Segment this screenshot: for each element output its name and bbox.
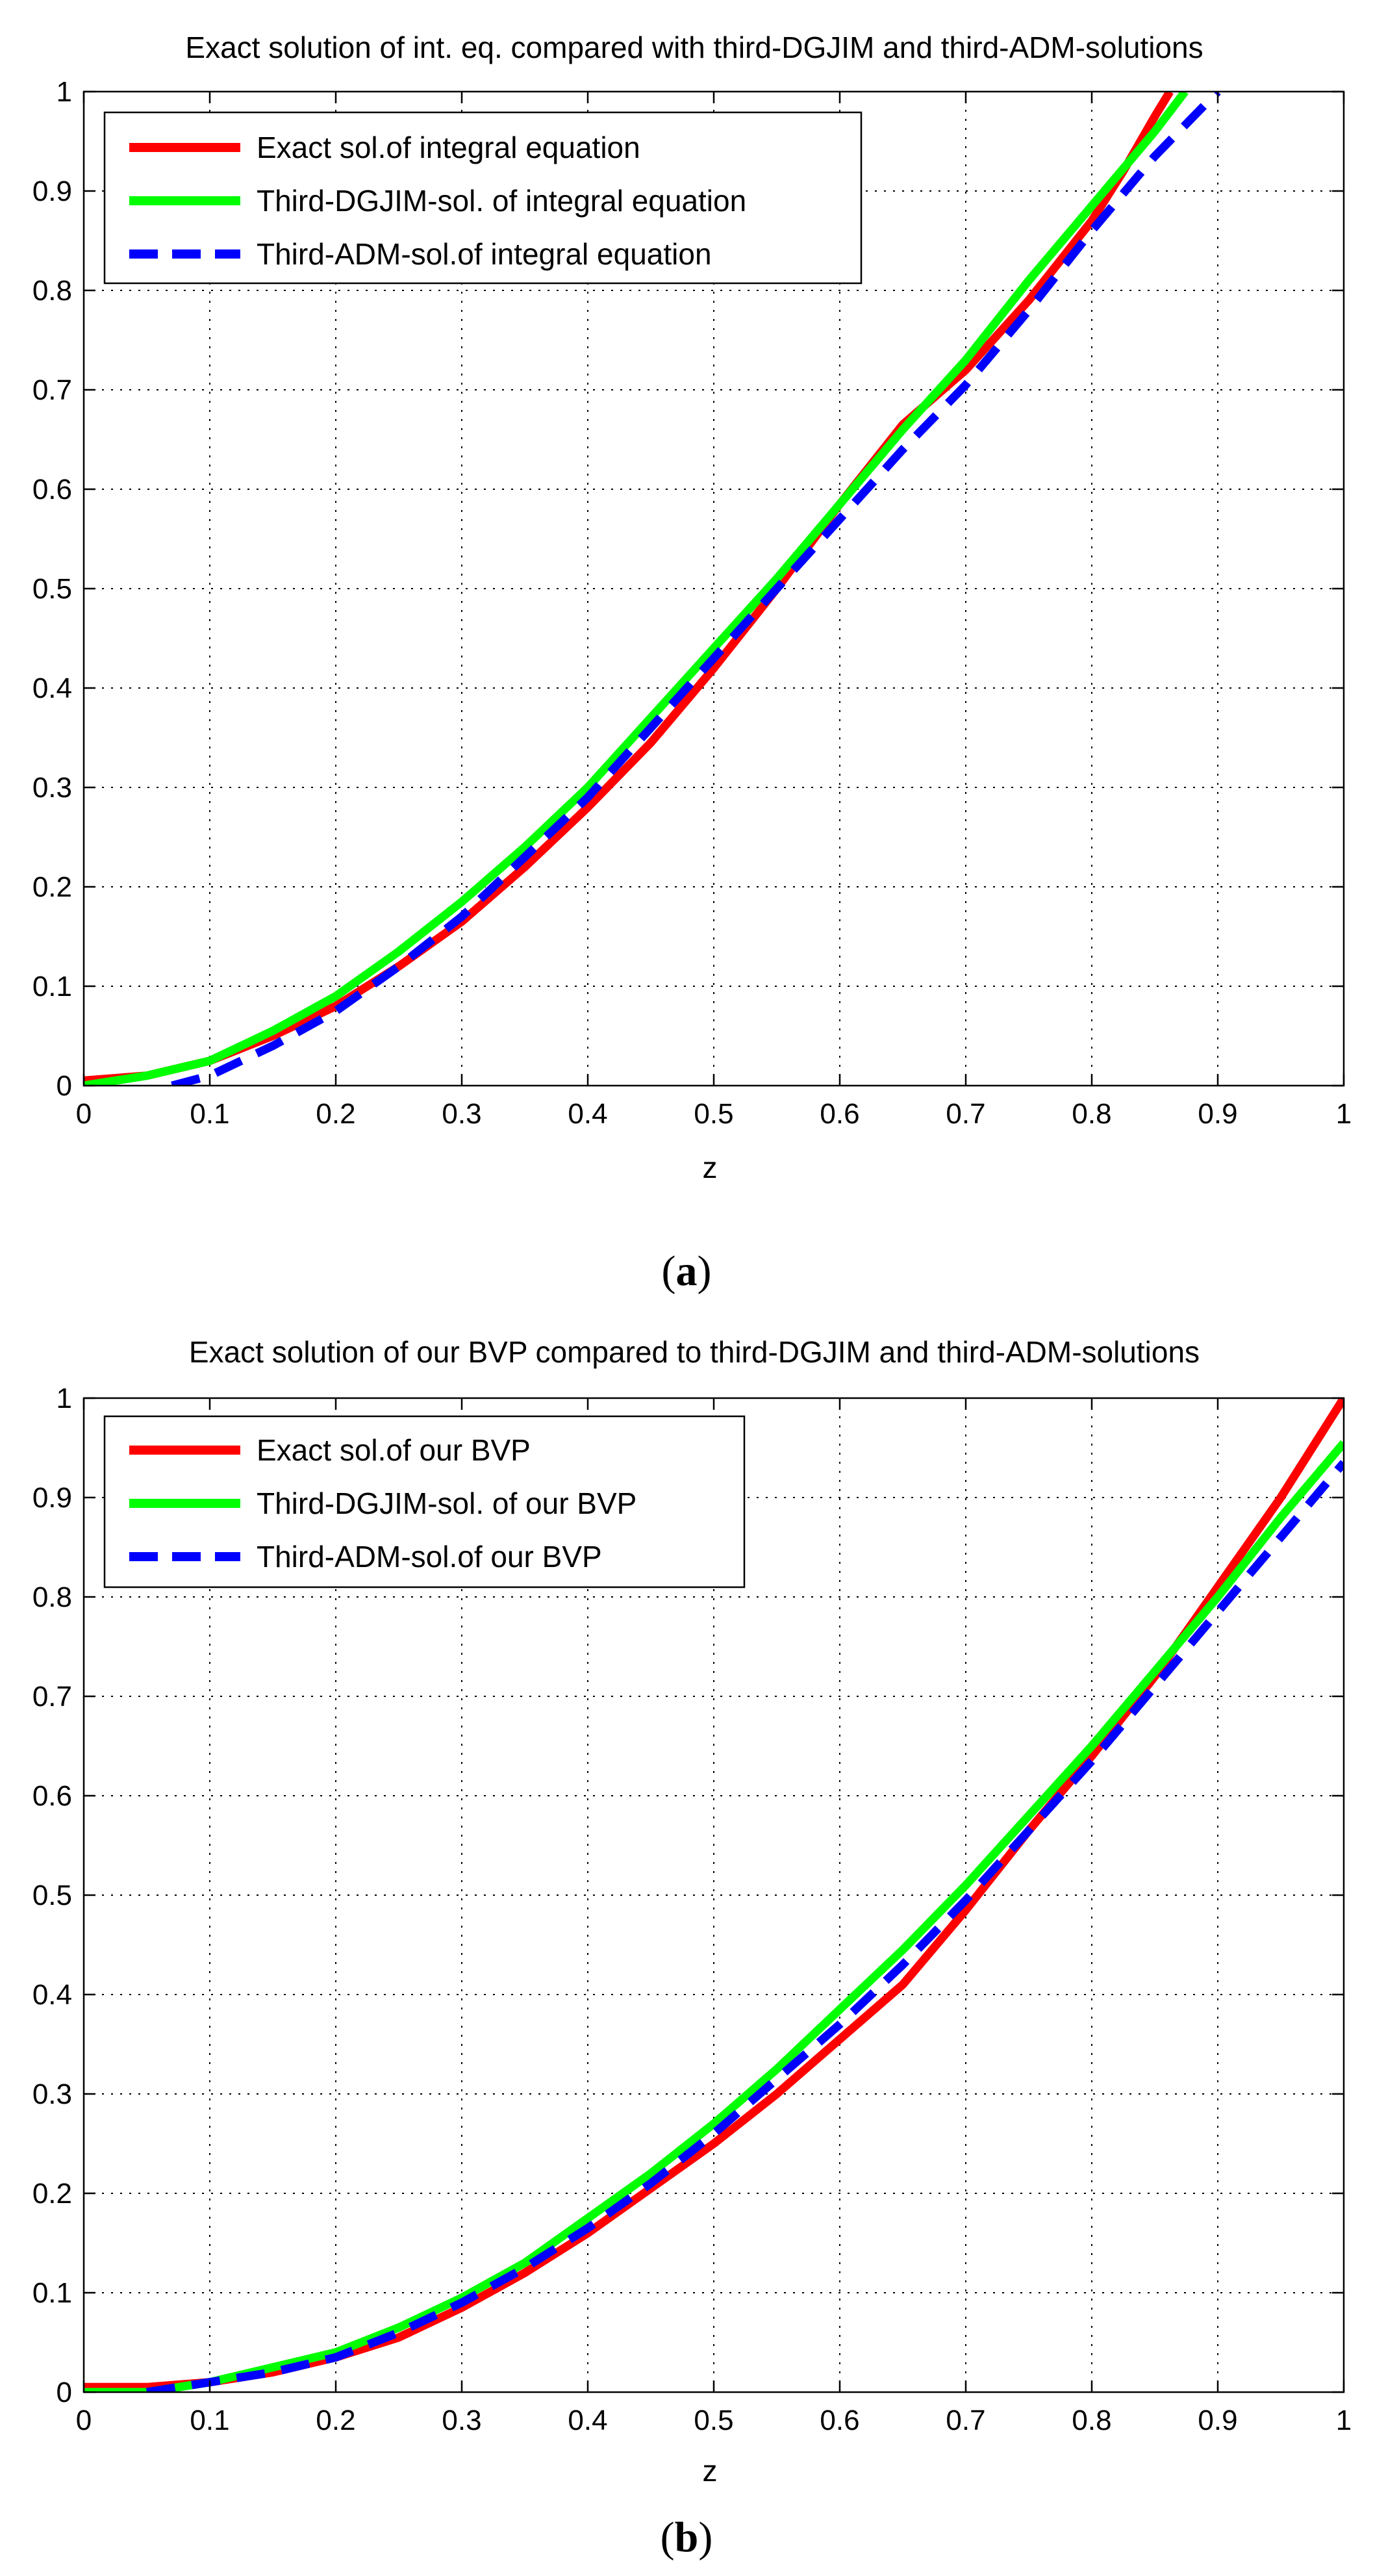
chart-title: Exact solution of int. eq. compared with… <box>185 31 1203 64</box>
x-axis-label: z <box>703 1151 718 1184</box>
x-tick-label: 0.6 <box>820 1098 859 1130</box>
x-tick-label: 0.4 <box>568 1098 607 1130</box>
y-tick-label: 0.8 <box>32 275 72 307</box>
y-tick-label: 0.7 <box>32 374 72 406</box>
y-tick-label: 0.1 <box>32 2277 72 2309</box>
x-tick-labels: 0 0.1 0.2 0.3 0.4 0.5 0.6 0.7 0.8 0.9 1 <box>76 2404 1352 2436</box>
tick-marks <box>82 90 1345 1087</box>
x-tick-label: 0.5 <box>694 1098 733 1130</box>
legend-entry-adm: Third-ADM-sol.of our BVP <box>257 1540 602 1574</box>
series-layer <box>84 1398 1344 2392</box>
x-tick-label: 0.2 <box>316 1098 355 1130</box>
y-tick-label: 0.9 <box>32 1482 72 1514</box>
series-line-dgjim <box>84 92 1189 1086</box>
x-tick-label: 0.2 <box>316 2404 355 2436</box>
y-tick-label: 1 <box>57 1383 72 1414</box>
y-tick-labels: 0 0.1 0.2 0.3 0.4 0.5 0.6 0.7 0.8 0.9 1 <box>32 1383 72 2408</box>
legend: Exact sol.of our BVP Third-DGJIM-sol. of… <box>103 1415 746 1588</box>
chart-title: Exact solution of our BVP compared to th… <box>189 1335 1200 1369</box>
y-tick-label: 0.4 <box>32 1979 72 2011</box>
x-tick-label: 0.6 <box>820 2404 859 2436</box>
series-line-exact <box>84 92 1174 1085</box>
x-tick-labels: 0 0.1 0.2 0.3 0.4 0.5 0.6 0.7 0.8 0.9 1 <box>76 1098 1352 1130</box>
x-tick-label: 0.9 <box>1198 1098 1237 1130</box>
y-tick-labels: 0 0.1 0.2 0.3 0.4 0.5 0.6 0.7 0.8 0.9 1 <box>32 76 72 1102</box>
x-tick-label: 1 <box>1336 1098 1352 1130</box>
y-tick-label: 0.2 <box>32 2178 72 2210</box>
y-tick-label: 0 <box>57 1070 72 1102</box>
caption-letter: a <box>676 1247 698 1295</box>
y-tick-label: 0.3 <box>32 2078 72 2110</box>
panel-b: Exact solution of our BVP compared to th… <box>32 1335 1352 2561</box>
x-tick-label: 0.1 <box>190 2404 229 2436</box>
x-tick-label: 0.8 <box>1072 2404 1111 2436</box>
y-tick-label: 0.6 <box>32 1780 72 1812</box>
series-line-dgjim <box>84 1440 1344 2392</box>
legend: Exact sol.of integral equation Third-DGJ… <box>103 111 863 285</box>
x-tick-label: 0.7 <box>946 2404 985 2436</box>
figure-caption-a: (a) <box>662 1247 712 1295</box>
x-tick-label: 0.3 <box>442 1098 481 1130</box>
legend-entry-exact: Exact sol.of integral equation <box>257 131 640 164</box>
legend-entry-dgjim: Third-DGJIM-sol. of integral equation <box>257 184 746 218</box>
x-tick-label: 1 <box>1336 2404 1352 2436</box>
y-tick-label: 0.9 <box>32 175 72 207</box>
y-tick-label: 0.5 <box>32 1880 72 1911</box>
series-line-adm <box>145 1460 1344 2392</box>
x-tick-label: 0.1 <box>190 1098 229 1130</box>
figure-caption-b: (b) <box>661 2514 713 2561</box>
y-tick-label: 0.2 <box>32 871 72 903</box>
series-layer <box>84 92 1221 1086</box>
legend-entry-exact: Exact sol.of our BVP <box>257 1433 531 1467</box>
y-tick-label: 0.1 <box>32 971 72 1002</box>
caption-letter: b <box>675 2514 699 2561</box>
y-tick-label: 0.4 <box>32 672 72 704</box>
x-axis-label: z <box>703 2454 718 2488</box>
x-tick-label: 0 <box>76 2404 92 2436</box>
y-tick-label: 0.3 <box>32 772 72 804</box>
y-tick-label: 0.6 <box>32 474 72 505</box>
x-tick-label: 0.7 <box>946 1098 985 1130</box>
x-tick-label: 0.4 <box>568 2404 607 2436</box>
legend-entry-dgjim: Third-DGJIM-sol. of our BVP <box>257 1486 636 1520</box>
y-tick-label: 1 <box>57 76 72 108</box>
y-tick-label: 0.8 <box>32 1581 72 1613</box>
x-tick-label: 0.5 <box>694 2404 733 2436</box>
x-tick-label: 0 <box>76 1098 92 1130</box>
legend-entry-adm: Third-ADM-sol.of integral equation <box>257 237 712 271</box>
y-tick-label: 0 <box>57 2377 72 2408</box>
y-tick-label: 0.5 <box>32 573 72 605</box>
series-line-adm <box>171 92 1221 1086</box>
x-tick-label: 0.3 <box>442 2404 481 2436</box>
x-tick-label: 0.8 <box>1072 1098 1111 1130</box>
y-tick-label: 0.7 <box>32 1681 72 1713</box>
tick-marks <box>82 1397 1345 2393</box>
panel-a: Exact solution of int. eq. compared with… <box>32 31 1352 1295</box>
x-tick-label: 0.9 <box>1198 2404 1237 2436</box>
